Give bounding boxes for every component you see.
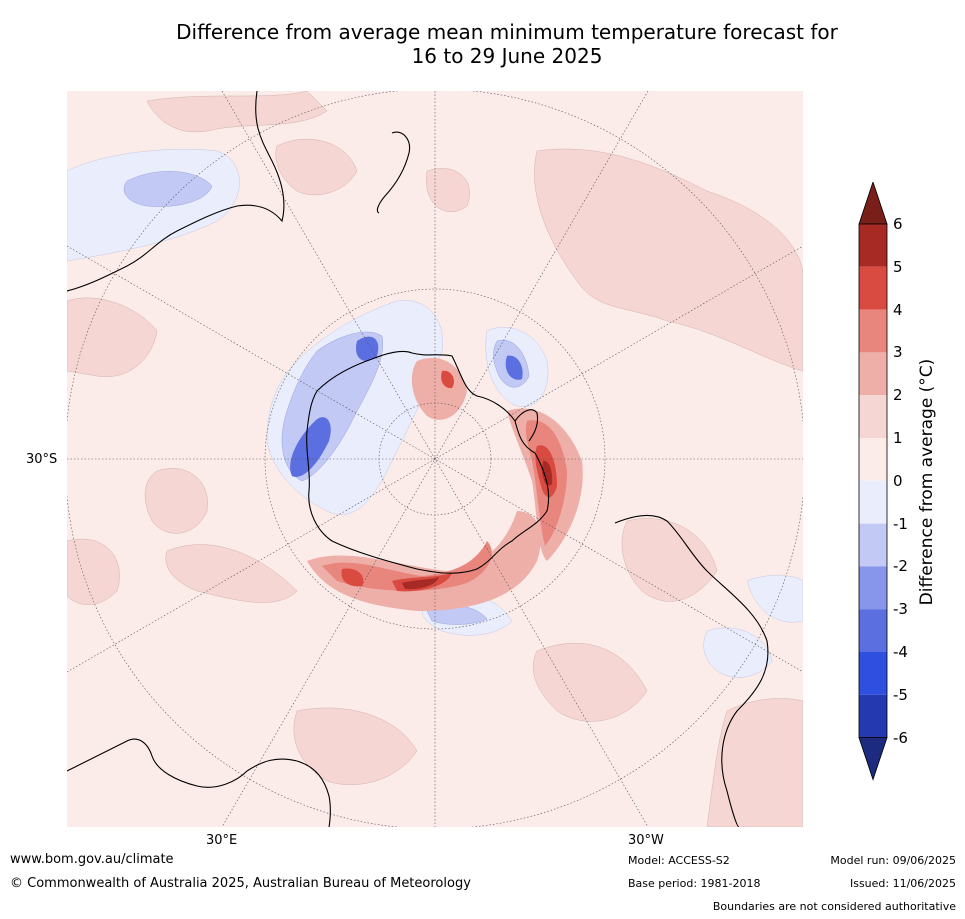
colorbar-segment — [859, 566, 887, 610]
colorbar-segment — [859, 609, 887, 652]
title-line-2: 16 to 29 June 2025 — [411, 44, 603, 68]
colorbar — [858, 180, 918, 782]
colorbar-extend-top — [858, 180, 888, 225]
map-svg — [67, 91, 803, 827]
colorbar-tick-label: 4 — [893, 300, 903, 319]
footer-model-run: Model run: 09/06/2025 — [830, 854, 956, 867]
footer-model: Model: ACCESS-S2 — [628, 854, 730, 867]
polar-map[interactable] — [67, 91, 803, 827]
title-line-1: Difference from average mean minimum tem… — [176, 20, 838, 44]
lon-label-30e: 30°E — [206, 833, 238, 848]
colorbar-segment — [859, 352, 887, 396]
colorbar-tick-label: -2 — [893, 557, 908, 576]
colorbar-segment — [859, 523, 887, 567]
warm-anomaly-1-2 — [67, 91, 803, 827]
colorbar-tick-label: -1 — [893, 514, 908, 533]
colorbar-tick-label: -4 — [893, 643, 908, 661]
colorbar-segment — [859, 694, 887, 738]
graticule — [67, 91, 803, 827]
africa-coast — [67, 91, 285, 292]
colorbar-frame — [858, 223, 888, 738]
colorbar-segment — [859, 480, 887, 524]
footer-website[interactable]: www.bom.gov.au/climate — [10, 852, 174, 867]
colorbar-svg — [858, 180, 888, 781]
antarctica-coast — [306, 350, 550, 574]
colorbar-tick-label: 2 — [893, 386, 903, 405]
colorbar-tick-label: 1 — [893, 429, 903, 447]
colorbar-tick-label: -6 — [893, 728, 908, 747]
coastlines — [67, 91, 769, 827]
colorbar-segment — [859, 309, 887, 353]
colorbar-segments — [858, 180, 888, 781]
colorbar-tick-label: 5 — [893, 257, 903, 276]
colorbar-tick-label: 0 — [893, 471, 903, 490]
cool-anomaly-minus3-4 — [290, 336, 523, 477]
antarctic-peninsula-coast — [514, 409, 539, 442]
australia-coast — [67, 738, 331, 827]
footer-issued: Issued: 11/06/2025 — [849, 877, 956, 890]
lat-label-30s: 30°S — [26, 452, 58, 467]
colorbar-segment — [859, 224, 887, 267]
colorbar-segment — [859, 438, 887, 481]
colorbar-segment — [859, 652, 887, 695]
colorbar-tick-label: -3 — [893, 600, 908, 619]
south-america-coast — [614, 514, 769, 827]
colorbar-segment — [859, 395, 887, 438]
footer-copyright: © Commonwealth of Australia 2025, Austra… — [10, 876, 471, 891]
colorbar-tick-label: -5 — [893, 685, 908, 704]
colorbar-title: Difference from average (°C) — [917, 358, 937, 606]
colorbar-segment — [859, 266, 887, 310]
lon-label-30w: 30°W — [628, 833, 664, 848]
colorbar-extend-bottom — [858, 737, 888, 781]
colorbar-tick-label: 6 — [893, 215, 903, 233]
footer-disclaimer: Boundaries are not considered authoritat… — [712, 900, 956, 913]
new-zealand-coast — [376, 131, 411, 214]
colorbar-tick-label: 3 — [893, 343, 903, 362]
map-title: Difference from average mean minimum tem… — [67, 20, 947, 68]
footer-base-period: Base period: 1981-2018 — [628, 877, 761, 890]
